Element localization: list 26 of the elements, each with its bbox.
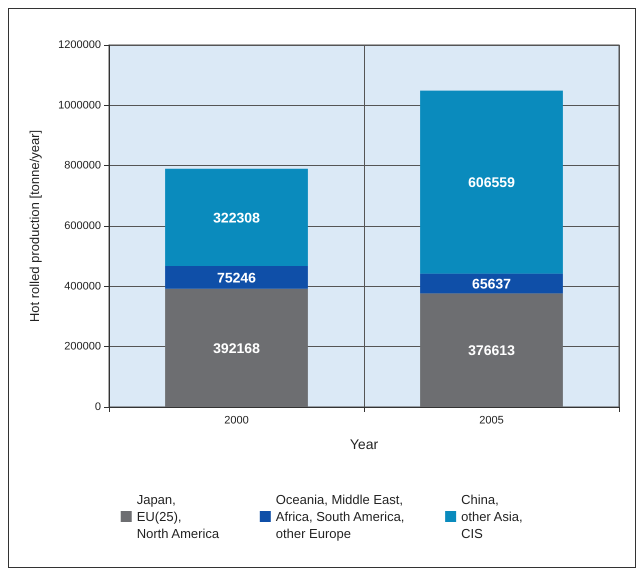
data-label: 322308: [213, 209, 260, 226]
legend-label: Japan, EU(25), North America: [136, 492, 220, 541]
x-axis-title: Year: [350, 436, 378, 452]
y-tick-label: 400000: [64, 280, 101, 292]
bar: [165, 288, 308, 407]
bar: [165, 266, 308, 289]
y-axis-title: Hot rolled production [tonne/year]: [27, 130, 42, 322]
x-tick-label: 2005: [479, 414, 504, 426]
y-tick-label: 1000000: [58, 99, 101, 112]
y-tick-label: 1200000: [58, 39, 101, 51]
legend-label: China, other Asia, CIS: [461, 492, 523, 541]
data-label: 65637: [472, 275, 512, 292]
data-label: 376613: [468, 342, 516, 358]
data-label: 75246: [217, 269, 256, 286]
y-tick-label: 600000: [64, 220, 101, 232]
legend-label: Oceania, Middle East, Africa, South America, other Europe: [276, 492, 404, 541]
bar: [165, 168, 308, 266]
x-tick-label: 2000: [224, 414, 249, 426]
y-tick-label: 800000: [64, 160, 101, 172]
data-label: 606559: [468, 174, 516, 190]
bar: [420, 293, 563, 407]
y-tick-label: 200000: [64, 340, 101, 353]
data-label: 392168: [213, 340, 260, 356]
bar: [420, 90, 563, 274]
bar: [420, 274, 563, 294]
y-tick-label: 0: [94, 401, 101, 413]
